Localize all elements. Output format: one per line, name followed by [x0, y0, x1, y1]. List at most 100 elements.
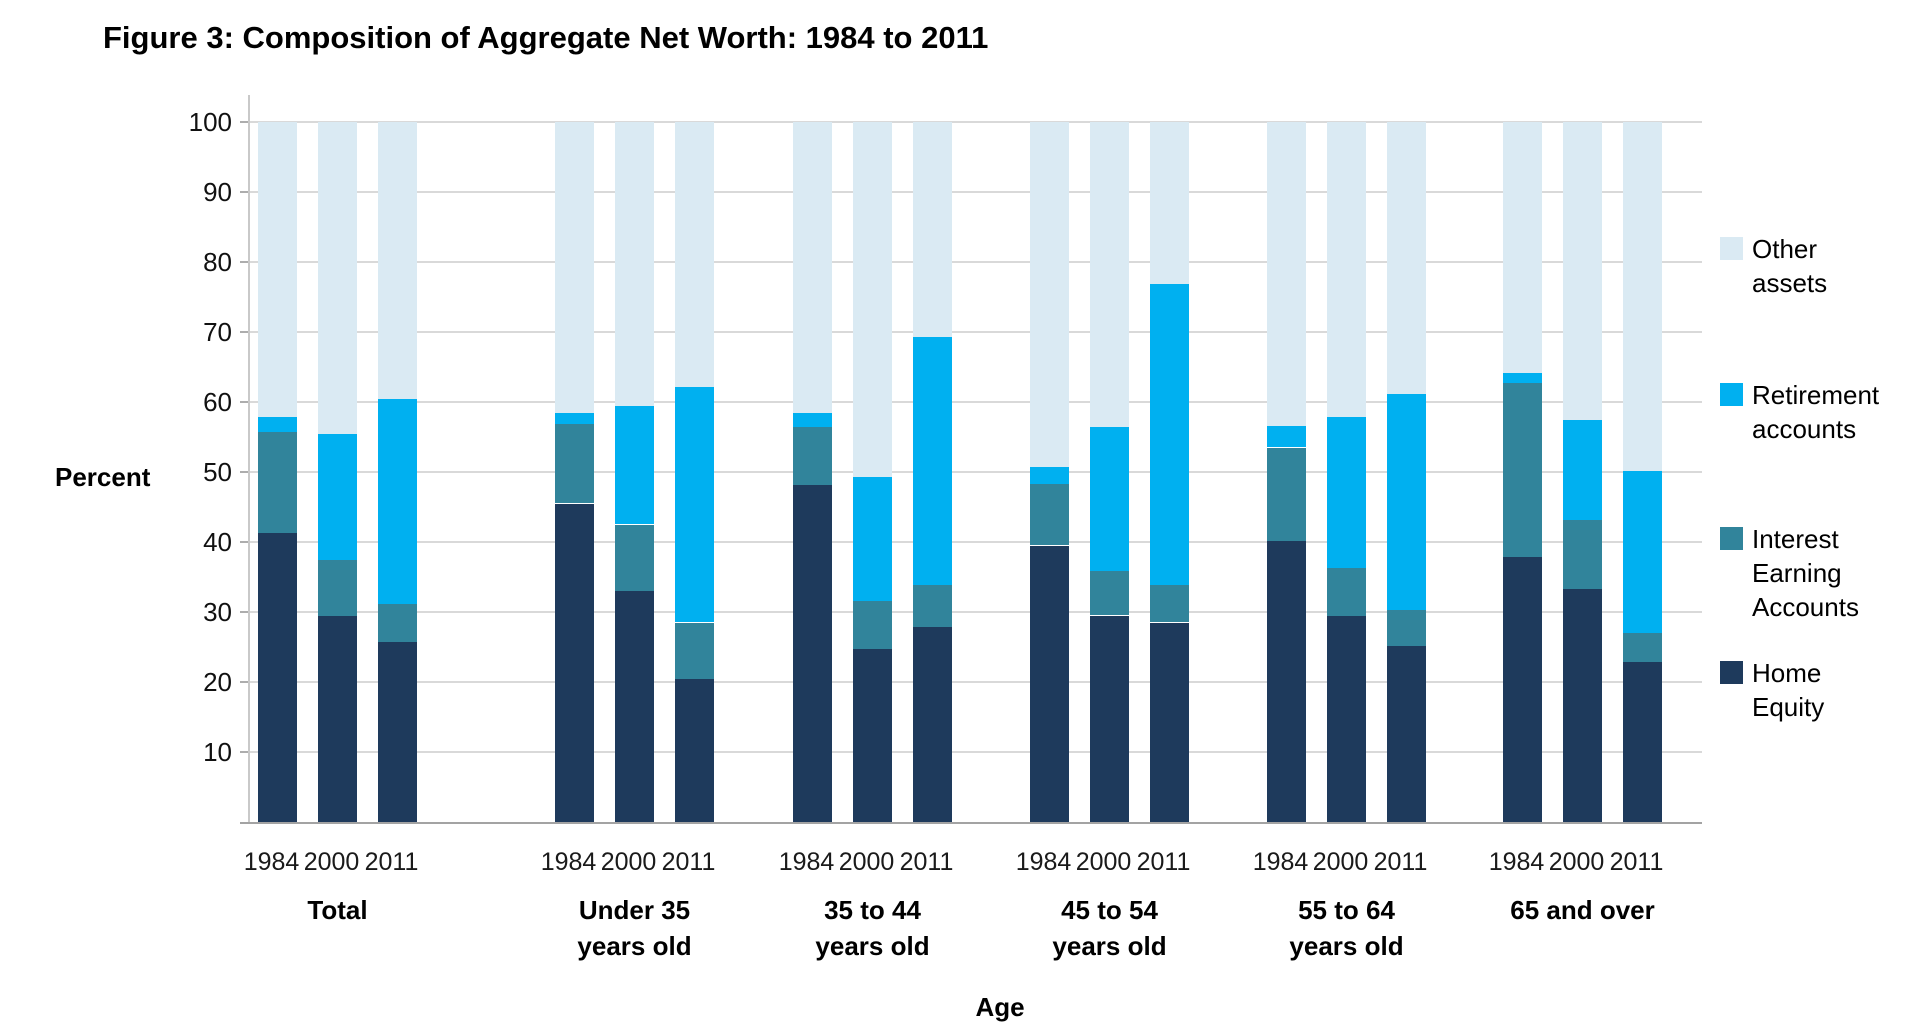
y-tick-label: 70	[203, 317, 232, 347]
bar-segment-other-assets	[1623, 122, 1662, 472]
y-tick-label: 80	[203, 247, 232, 277]
bar-segment-other-assets	[1150, 122, 1189, 285]
gridline	[250, 541, 1702, 543]
legend-label: Interest Earning Accounts	[1752, 524, 1859, 622]
bar-segment-retirement	[555, 412, 594, 425]
bar-segment-retirement	[615, 406, 654, 525]
bar-segment-retirement	[318, 434, 357, 561]
y-tick-label: 20	[203, 667, 232, 697]
x-group-label: Under 35 years old	[577, 895, 692, 961]
bar-segment-home-equity	[1563, 588, 1602, 822]
gridline	[250, 261, 1702, 263]
bar-segment-retirement	[1563, 419, 1602, 521]
x-category-year-label: 1984	[1252, 848, 1309, 876]
x-category-year-label: 2011	[899, 848, 954, 876]
bar-segment-interest-earning	[1090, 571, 1129, 616]
bar-segment-interest-earning	[1267, 447, 1306, 542]
x-group-label: 65 and over	[1510, 895, 1655, 925]
bar-segment-home-equity	[318, 616, 357, 822]
bar-segment-retirement	[913, 336, 952, 586]
y-axis-tick	[240, 191, 250, 193]
x-category-year-label: 1984	[778, 848, 835, 876]
x-category-year-label: 2011	[1609, 848, 1664, 876]
bar-segment-other-assets	[1030, 122, 1069, 468]
bar-segment-home-equity	[1150, 622, 1189, 822]
bar-segment-home-equity	[555, 503, 594, 822]
bar-segment-home-equity	[615, 591, 654, 822]
gridline	[250, 611, 1702, 613]
bar-segment-home-equity	[1030, 545, 1069, 822]
x-group-label: Total	[307, 895, 368, 925]
y-axis-tick	[240, 751, 250, 753]
bar-segment-retirement	[258, 416, 297, 433]
retirement-accounts-swatch	[1720, 383, 1743, 406]
x-category-year-label: 1984	[540, 848, 597, 876]
y-axis-title: Percent	[55, 462, 151, 492]
bar-segment-retirement	[378, 399, 417, 605]
x-category-year-label: 2011	[364, 848, 419, 876]
bar-segment-other-assets	[615, 122, 654, 407]
bar-segment-other-assets	[1267, 122, 1306, 426]
bar-segment-home-equity	[1503, 557, 1542, 822]
y-tick-label: 50	[203, 457, 232, 487]
x-axis-title: Age	[975, 992, 1025, 1022]
gridline	[250, 331, 1702, 333]
x-group-label: 55 to 64 years old	[1289, 895, 1404, 961]
bar-segment-interest-earning	[853, 600, 892, 650]
x-category-year-label: 2011	[661, 848, 716, 876]
bar-segment-other-assets	[913, 122, 952, 337]
bar-segment-other-assets	[1563, 122, 1602, 420]
y-tick-label: 60	[203, 387, 232, 417]
bar-segment-home-equity	[1623, 662, 1662, 822]
bar-segment-other-assets	[318, 122, 357, 435]
bar-segment-interest-earning	[258, 432, 297, 533]
chart-title: Figure 3: Composition of Aggregate Net W…	[103, 20, 989, 55]
x-group-label: 45 to 54 years old	[1052, 895, 1167, 961]
bar-segment-interest-earning	[318, 560, 357, 617]
bar-segment-interest-earning	[1327, 567, 1366, 617]
interest-earning-accounts-swatch	[1720, 527, 1743, 550]
gridline	[250, 681, 1702, 683]
x-category-year-label: 2011	[1373, 848, 1428, 876]
bar-segment-other-assets	[258, 122, 297, 417]
bar-segment-other-assets	[555, 122, 594, 413]
bar-segment-other-assets	[1090, 122, 1129, 428]
bar-segment-other-assets	[378, 122, 417, 400]
bar-segment-other-assets	[1503, 122, 1542, 374]
bar-segment-other-assets	[793, 122, 832, 413]
legend-item-interest-earning-accounts: Interest Earning Accounts	[1720, 522, 1859, 624]
bar-segment-other-assets	[1327, 122, 1366, 418]
bar-segment-interest-earning	[1623, 633, 1662, 663]
legend: Other assets Retirement accounts Interes…	[1720, 0, 1918, 1034]
bar-segment-home-equity	[1090, 615, 1129, 822]
x-category-year-label: 2000	[1548, 848, 1605, 876]
bar-segment-interest-earning	[378, 604, 417, 643]
bar-segment-home-equity	[913, 626, 952, 822]
y-axis-tick	[240, 261, 250, 263]
y-axis-tick	[240, 541, 250, 543]
bar-segment-retirement	[1090, 427, 1129, 572]
bar-segment-home-equity	[378, 642, 417, 822]
bar-segment-other-assets	[853, 122, 892, 477]
bar-segment-retirement	[1503, 373, 1542, 384]
bar-segment-retirement	[675, 387, 714, 623]
gridline	[250, 471, 1702, 473]
x-group-label: 35 to 44 years old	[815, 895, 930, 961]
bar-segment-home-equity	[793, 484, 832, 822]
legend-label: Home Equity	[1752, 658, 1825, 722]
x-category-year-label: 2000	[600, 848, 657, 876]
legend-item-retirement-accounts: Retirement accounts	[1720, 378, 1879, 446]
bar-segment-interest-earning	[913, 585, 952, 627]
x-category-year-label: 2000	[838, 848, 895, 876]
y-axis-tick	[240, 471, 250, 473]
legend-item-other-assets: Other assets	[1720, 232, 1827, 300]
bar-segment-retirement	[1387, 394, 1426, 610]
bar-segment-interest-earning	[1387, 609, 1426, 647]
bar-segment-interest-earning	[1563, 520, 1602, 589]
bar-segment-retirement	[853, 476, 892, 601]
bar-segment-interest-earning	[555, 424, 594, 504]
bar-segment-interest-earning	[793, 426, 832, 485]
bar-segment-other-assets	[675, 122, 714, 388]
y-axis-tick	[240, 681, 250, 683]
legend-label: Other assets	[1752, 234, 1828, 298]
